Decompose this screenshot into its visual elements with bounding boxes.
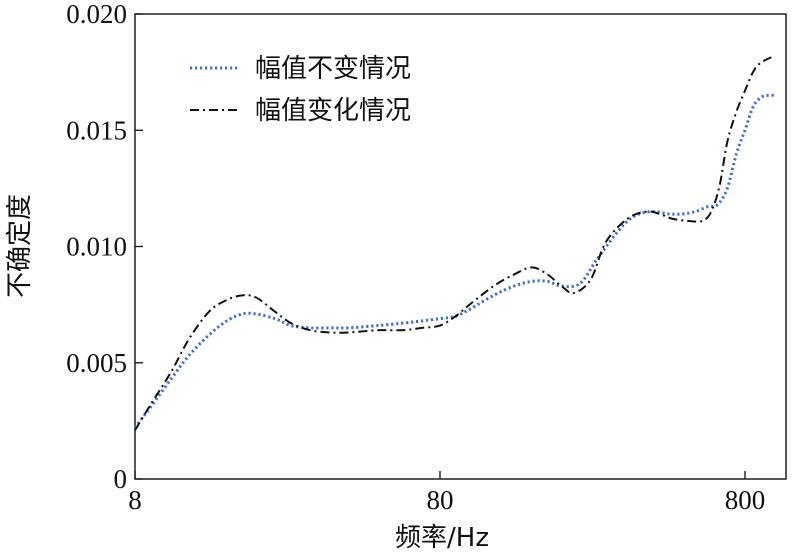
y-tick-label: 0	[114, 464, 128, 494]
series-layer	[133, 54, 776, 431]
x-tick-label: 8	[128, 485, 142, 515]
x-tick-label: 80	[427, 485, 454, 515]
legend-label-series-2: 幅值变化情况	[255, 96, 411, 126]
x-axis-title: 频率/Hz	[395, 523, 489, 553]
legend-label-series-1: 幅值不变情况	[255, 54, 411, 84]
y-tick-label: 0.010	[66, 232, 127, 262]
y-tick-label: 0.015	[66, 115, 127, 145]
x-tick-label: 800	[725, 485, 766, 515]
plot-frame	[134, 13, 787, 480]
series-line-2	[134, 54, 776, 431]
series-line-1	[133, 93, 775, 429]
y-tick-label: 0.020	[66, 0, 127, 29]
axis-ticks: 0 0.005 0.010 0.015 0.020 8 80 800	[66, 0, 765, 515]
y-axis-title: 不确定度	[5, 194, 35, 298]
legend: 幅值不变情况 幅值变化情况	[190, 54, 411, 126]
y-tick-label: 0.005	[66, 348, 127, 378]
